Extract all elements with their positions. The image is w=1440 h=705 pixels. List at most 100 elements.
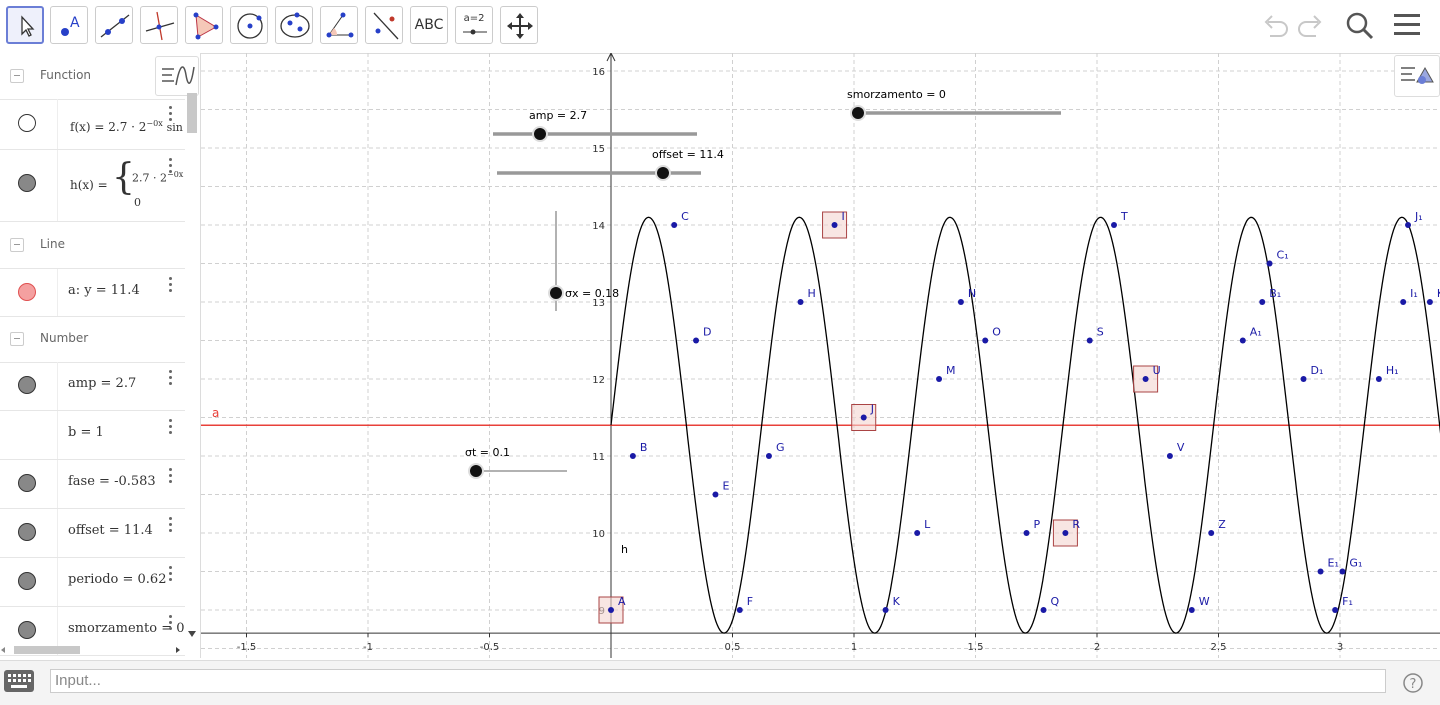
redo-button[interactable]	[1296, 10, 1326, 44]
point[interactable]	[608, 607, 614, 613]
move-graphics-tool-button[interactable]	[500, 6, 538, 44]
category-number[interactable]: Number	[0, 316, 185, 363]
point[interactable]	[936, 376, 943, 382]
point[interactable]	[1339, 568, 1346, 575]
algebra-row-number[interactable]: periodo = 0.62	[0, 558, 185, 607]
slider-smorzamento-knob[interactable]	[852, 107, 864, 119]
collapse-icon[interactable]	[10, 332, 24, 346]
point[interactable]	[712, 491, 719, 498]
slider-tool-button[interactable]: a=2	[455, 6, 493, 44]
conic-tool-button[interactable]	[275, 6, 313, 44]
point[interactable]	[1111, 222, 1118, 228]
function-curve-h[interactable]	[610, 216, 1440, 634]
point[interactable]	[1086, 337, 1093, 344]
algebra-input-field[interactable]: Input...	[50, 669, 1386, 693]
point[interactable]	[860, 414, 867, 421]
point[interactable]	[797, 299, 804, 305]
algebra-row-number[interactable]: fase = -0.583	[0, 460, 185, 509]
point[interactable]	[831, 222, 838, 228]
keyboard-icon[interactable]	[4, 670, 34, 692]
main-menu-button[interactable]	[1392, 10, 1422, 44]
point[interactable]	[1188, 607, 1195, 613]
graphics-style-bar-toggle[interactable]	[1394, 55, 1440, 97]
algebra-row-h[interactable]: h(x) = { 2.7 · 2−0x 0	[0, 150, 185, 222]
search-button[interactable]	[1344, 10, 1376, 46]
slider-offset-knob[interactable]	[657, 167, 669, 179]
algebra-vertical-scrollbar[interactable]	[187, 93, 197, 653]
visibility-toggle[interactable]	[18, 174, 36, 192]
point[interactable]	[1266, 260, 1273, 267]
point[interactable]	[629, 453, 636, 459]
algebra-row-number[interactable]: offset = 11.4	[0, 509, 185, 558]
point[interactable]	[1426, 299, 1433, 305]
graphics-style-button[interactable]	[155, 56, 199, 96]
move-tool-button[interactable]	[6, 6, 44, 44]
more-options-icon[interactable]	[169, 158, 173, 176]
more-options-icon[interactable]	[169, 277, 173, 295]
point[interactable]	[1040, 607, 1047, 613]
visibility-toggle[interactable]	[18, 283, 36, 301]
point[interactable]	[1375, 376, 1382, 382]
algebra-row-a[interactable]: a: y = 11.4	[0, 269, 185, 317]
perpendicular-line-tool-button[interactable]	[140, 6, 178, 44]
more-options-icon[interactable]	[169, 370, 173, 388]
collapse-icon[interactable]	[10, 69, 24, 83]
graphics-view[interactable]: -3-2.5-2-1.5-1-0.50.511.522.533.544.555.…	[201, 53, 1440, 658]
point[interactable]	[1405, 222, 1412, 228]
point[interactable]	[1166, 453, 1173, 459]
point[interactable]	[1317, 568, 1324, 575]
point[interactable]	[1023, 530, 1030, 536]
more-options-icon[interactable]	[169, 615, 173, 633]
algebra-row-number[interactable]: b = 1	[0, 411, 185, 460]
point[interactable]	[1332, 607, 1339, 613]
point-tool-button[interactable]: A	[50, 6, 88, 44]
line-tool-button[interactable]	[95, 6, 133, 44]
more-options-icon[interactable]	[169, 517, 173, 535]
visibility-toggle[interactable]	[18, 621, 36, 639]
visibility-toggle[interactable]	[18, 523, 36, 541]
circle-tool-button[interactable]	[230, 6, 268, 44]
category-function[interactable]: Function	[0, 53, 185, 100]
point[interactable]	[671, 222, 678, 228]
point[interactable]	[1259, 299, 1266, 305]
collapse-icon[interactable]	[10, 238, 24, 252]
more-options-icon[interactable]	[169, 106, 173, 124]
category-line[interactable]: Line	[0, 222, 185, 269]
point[interactable]	[1239, 337, 1246, 344]
slider-sigma-x-knob[interactable]	[550, 287, 562, 299]
point[interactable]	[982, 337, 989, 344]
point[interactable]	[957, 299, 964, 305]
point[interactable]	[882, 607, 889, 613]
more-options-icon[interactable]	[169, 566, 173, 584]
point[interactable]	[1300, 376, 1307, 382]
polygon-tool-button[interactable]	[185, 6, 223, 44]
svg-text:?: ?	[1410, 677, 1417, 692]
algebra-row-number[interactable]: smorzamento = 0	[0, 607, 185, 656]
point[interactable]	[914, 530, 921, 536]
text-tool-button[interactable]: ABC	[410, 6, 448, 44]
hamburger-menu-icon	[1394, 14, 1420, 35]
reflect-tool-button[interactable]	[365, 6, 403, 44]
slider-amp-knob[interactable]	[534, 128, 546, 140]
visibility-toggle[interactable]	[18, 114, 36, 132]
algebra-horizontal-scrollbar[interactable]	[0, 643, 200, 657]
visibility-toggle[interactable]	[18, 376, 36, 394]
point[interactable]	[1208, 530, 1215, 536]
algebra-row-f[interactable]: f(x) = 2.7 · 2−0x sin	[0, 99, 185, 150]
point[interactable]	[693, 337, 700, 344]
algebra-row-number[interactable]: amp = 2.7	[0, 362, 185, 411]
more-options-icon[interactable]	[169, 419, 173, 437]
point[interactable]	[1062, 530, 1069, 536]
point[interactable]	[1142, 376, 1149, 382]
undo-button[interactable]	[1260, 10, 1290, 44]
point[interactable]	[1400, 299, 1407, 305]
angle-tool-button[interactable]	[320, 6, 358, 44]
line-a-label: a	[212, 406, 219, 420]
slider-sigma-t-knob[interactable]	[470, 465, 482, 477]
help-icon[interactable]: ?	[1402, 672, 1424, 694]
more-options-icon[interactable]	[169, 468, 173, 486]
point[interactable]	[765, 453, 772, 459]
visibility-toggle[interactable]	[18, 572, 36, 590]
visibility-toggle[interactable]	[18, 474, 36, 492]
point[interactable]	[736, 607, 743, 613]
